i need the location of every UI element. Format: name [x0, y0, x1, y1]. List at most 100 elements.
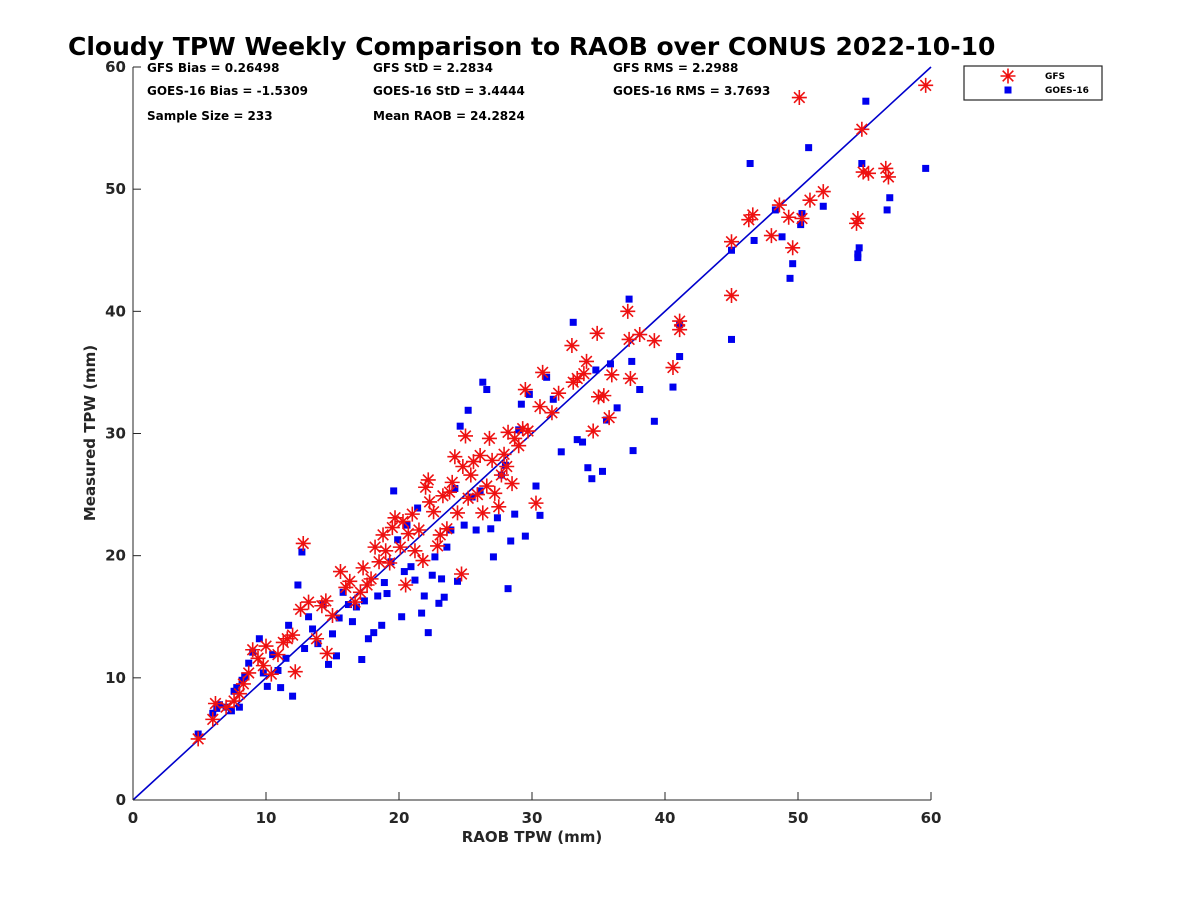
gfs-point — [338, 579, 354, 595]
goes16-point — [390, 487, 398, 495]
gfs-point — [235, 676, 251, 692]
gfs-point — [585, 423, 601, 439]
stat-text: GFS StD = 2.2834 — [373, 61, 493, 75]
goes16-point — [511, 510, 519, 518]
goes16-point — [235, 703, 243, 711]
gfs-point — [515, 421, 531, 437]
goes16-point — [285, 621, 293, 629]
gfs-point — [371, 554, 387, 570]
stat-text: GOES-16 RMS = 3.7693 — [613, 84, 770, 98]
gfs-point — [850, 210, 866, 226]
goes16-point — [460, 521, 468, 529]
goes16-point — [255, 635, 263, 643]
gfs-point — [579, 353, 595, 369]
goes16-point — [606, 360, 614, 368]
gfs-point — [849, 215, 865, 231]
gfs-point — [745, 207, 761, 223]
stat-text: GOES-16 StD = 3.4444 — [373, 84, 525, 98]
gfs-point — [794, 210, 810, 226]
gfs-point — [207, 695, 223, 711]
gfs-point — [815, 184, 831, 200]
goes16-point — [435, 599, 443, 607]
gfs-point — [332, 564, 348, 580]
goes16-point — [407, 563, 415, 571]
goes16-point — [348, 618, 356, 626]
goes16-point — [483, 386, 491, 394]
goes16-point — [855, 244, 863, 252]
gfs-point — [589, 325, 605, 341]
goes16-point — [862, 97, 870, 105]
goes16-point — [380, 579, 388, 587]
y-tick-label: 10 — [105, 669, 126, 687]
goes16-point — [344, 601, 352, 609]
gfs-point — [270, 647, 286, 663]
gfs-point — [442, 484, 458, 500]
goes16-point — [883, 206, 891, 214]
x-tick-label: 40 — [655, 809, 676, 827]
stat-text: GOES-16 Bias = -1.5309 — [147, 84, 308, 98]
gfs-point — [479, 478, 495, 494]
goes16-point — [263, 682, 271, 690]
goes16-point — [489, 553, 497, 561]
goes16-point — [479, 378, 487, 386]
gfs-point — [532, 399, 548, 415]
stats-block: GFS Bias = 0.26498 GFS StD = 2.2834 GFS RM… — [147, 61, 770, 123]
gfs-point — [418, 479, 434, 495]
gfs-point — [395, 513, 411, 529]
gfs-point — [218, 699, 234, 715]
goes16-point — [573, 436, 581, 444]
goes16-point — [400, 568, 408, 576]
goes16-point — [536, 511, 544, 519]
goes16-point — [301, 645, 309, 653]
goes16-point — [374, 592, 382, 600]
gfs-point — [293, 601, 309, 617]
gfs-point — [387, 510, 403, 526]
gfs-point — [241, 665, 257, 681]
gfs-point — [785, 240, 801, 256]
gfs-point — [646, 333, 662, 349]
y-tick-label: 50 — [105, 180, 126, 198]
gfs-point — [878, 160, 894, 176]
goes16-point — [443, 543, 451, 551]
gfs-point — [672, 322, 688, 338]
goes16-point — [215, 701, 223, 709]
gfs-point — [499, 458, 515, 474]
gfs-point — [604, 367, 620, 383]
gfs-point — [472, 447, 488, 463]
legend-gfs-marker — [1000, 68, 1016, 84]
x-axis-label: RAOB TPW (mm) — [462, 828, 603, 846]
goes16-point — [309, 625, 317, 633]
goes16-point — [629, 447, 637, 455]
legend-gfs-label: GFS — [1045, 72, 1065, 82]
gfs-point — [528, 495, 544, 511]
x-tick-label: 20 — [389, 809, 410, 827]
gfs-point — [763, 228, 779, 244]
goes16-point — [504, 585, 512, 593]
goes16-point — [282, 654, 290, 662]
legend: GFS GOES-16 — [963, 65, 1103, 101]
goes16-point — [325, 660, 333, 668]
gfs-point — [855, 164, 871, 180]
gfs-point — [504, 476, 520, 492]
gfs-point — [918, 77, 934, 93]
goes16-point — [378, 621, 386, 629]
goes16-point — [786, 274, 794, 282]
gfs-point — [231, 686, 247, 702]
gfs-point — [420, 472, 436, 488]
goes16-point — [414, 504, 422, 512]
goes16-point — [454, 577, 462, 585]
gfs-point — [347, 594, 363, 610]
gfs-point — [632, 327, 648, 343]
goes16-point — [370, 629, 378, 637]
y-tick-label: 30 — [105, 425, 126, 443]
gfs-point — [520, 423, 536, 439]
goes16-point — [598, 467, 606, 475]
gfs-point — [460, 490, 476, 506]
goes16-point — [579, 438, 587, 446]
gfs-point — [309, 631, 325, 647]
goes16-point — [854, 254, 862, 262]
gfs-point — [422, 494, 438, 510]
y-tick-label: 60 — [105, 58, 126, 76]
gfs-point — [622, 371, 638, 387]
